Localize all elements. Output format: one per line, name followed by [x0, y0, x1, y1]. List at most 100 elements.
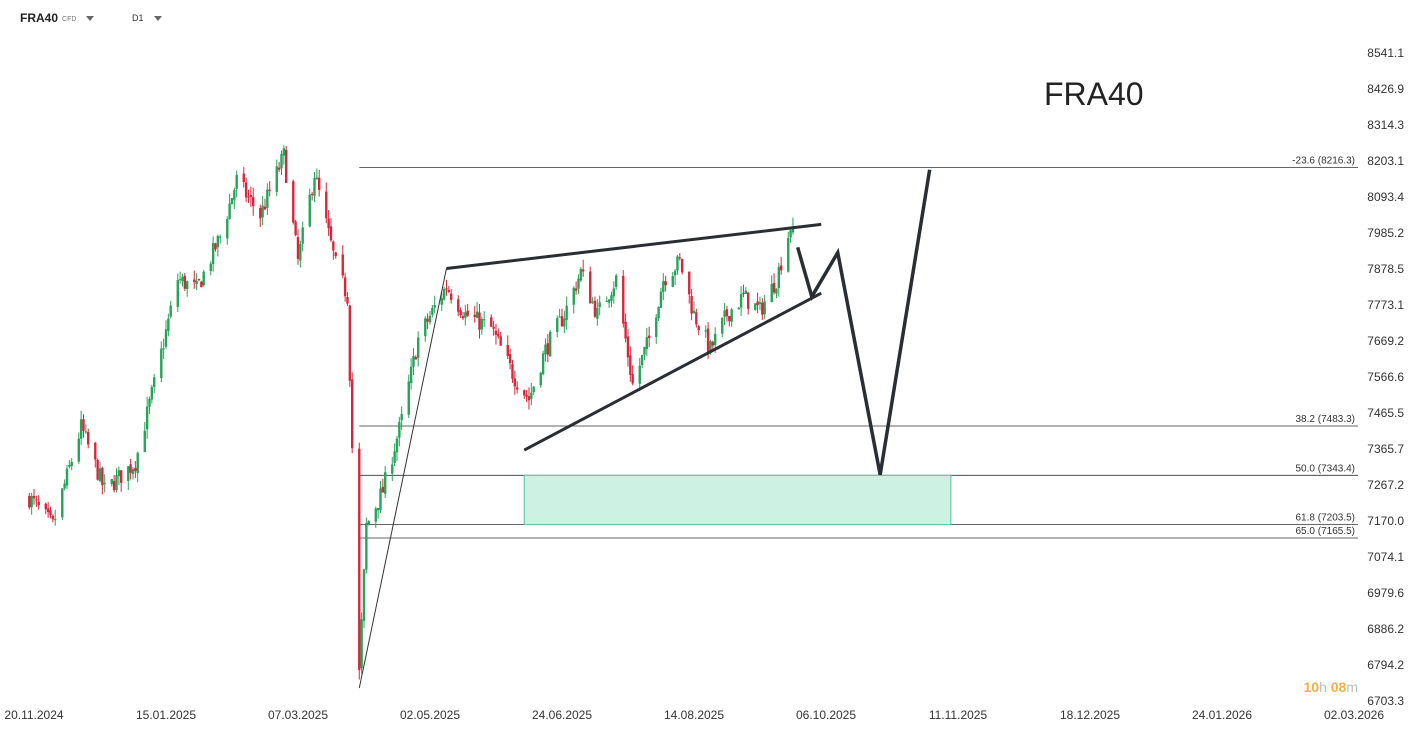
candle-body [167, 318, 170, 331]
candle-body [544, 344, 547, 355]
candle-body [317, 177, 321, 190]
candle-body [61, 488, 64, 518]
candle-body [678, 257, 682, 259]
candle-body [266, 189, 269, 209]
candle-body [723, 310, 726, 317]
candle-body [548, 331, 552, 357]
candle-body [558, 316, 561, 318]
chevron-down-icon[interactable] [153, 16, 162, 21]
candle-body [721, 317, 724, 334]
candle-body [414, 357, 418, 360]
candle-body [51, 515, 55, 520]
chevron-down-icon[interactable] [86, 16, 95, 21]
target-zone [523, 474, 952, 526]
candle-body [610, 295, 613, 301]
candle-body [176, 280, 179, 307]
candle-body [706, 328, 710, 352]
candle-body [63, 483, 66, 489]
candle-body [148, 399, 151, 407]
candle-body [284, 149, 288, 183]
candle-body [202, 271, 205, 286]
candle-body [614, 275, 618, 287]
candle-body [131, 469, 135, 474]
candle-body [598, 302, 601, 308]
chart-title: FRA40 [1044, 76, 1144, 112]
candle-body [728, 315, 731, 322]
candle-body [730, 309, 733, 322]
y-tick-label: 8541.1 [1367, 46, 1404, 60]
candle-body [541, 353, 545, 374]
candle-body [742, 292, 745, 294]
candle-body [523, 390, 526, 396]
candle-body [374, 508, 377, 522]
price-axis[interactable]: 8541.1 8426.9 8314.3 8203.1 8093.4 7985.2 7878… [1367, 46, 1404, 708]
timeframe-selector[interactable]: D1 [132, 13, 162, 23]
y-tick-label: 8426.9 [1367, 82, 1404, 96]
candle-body [589, 271, 592, 304]
candle-body [127, 466, 130, 482]
candle-body [219, 236, 222, 238]
candle-body [145, 406, 149, 430]
candle-body [44, 503, 47, 510]
candle-body [65, 468, 69, 486]
candle-body [457, 299, 460, 312]
candle-body [647, 335, 651, 339]
candle-body [134, 467, 137, 472]
candle-body [416, 337, 420, 359]
candle-body [348, 305, 352, 381]
candle-body [424, 318, 427, 337]
candle-body [398, 421, 401, 438]
candle-body [310, 194, 314, 196]
symbol-selector[interactable]: FRA40 CFD [20, 11, 95, 25]
candle-body [704, 330, 707, 332]
candle-body [261, 205, 264, 218]
candle-body [739, 293, 743, 308]
candle-body [112, 481, 116, 491]
candle-body [263, 206, 267, 210]
candle-body [482, 319, 486, 321]
candle-body [129, 464, 132, 473]
candle-body [676, 256, 679, 271]
candle-body [230, 198, 234, 205]
candle-body [605, 301, 608, 303]
candle-body [511, 364, 514, 379]
candle-body [197, 279, 201, 281]
candle-body [358, 448, 361, 671]
candle-body [169, 305, 172, 317]
candle-body [464, 312, 467, 318]
candle-body [761, 302, 764, 315]
y-tick-label: 7773.1 [1367, 298, 1404, 312]
candle-body [490, 317, 493, 327]
candle-body [200, 281, 203, 288]
candle-body [242, 173, 245, 182]
candle-body [572, 287, 575, 305]
candle-body [629, 355, 632, 375]
candle-body [791, 226, 795, 233]
candle-body [565, 305, 568, 320]
candle-body [193, 279, 196, 283]
candle-body [480, 318, 484, 330]
candle-body [362, 569, 366, 621]
candle-body [607, 299, 611, 303]
candle-body [695, 312, 698, 325]
candle-body [68, 465, 71, 467]
candle-body [631, 374, 634, 384]
candle-body [367, 520, 370, 525]
candle-body [391, 464, 394, 474]
candle-body [252, 197, 255, 207]
candle-body [579, 268, 583, 281]
candle-body [546, 343, 550, 355]
candle-body [725, 309, 729, 317]
candle-body [228, 203, 231, 220]
countdown-hours-unit: h [1319, 679, 1327, 695]
candle-body [466, 310, 469, 316]
candle-body [624, 321, 627, 339]
candle-body [195, 280, 198, 285]
candle-body [581, 269, 585, 272]
symbol-type-badge: CFD [62, 15, 77, 23]
candle-body [515, 387, 519, 390]
time-axis[interactable]: 20.11.2024 15.01.2025 07.03.2025 02.05.2025… [4, 708, 1384, 722]
candle-body [772, 283, 776, 293]
candle-body [560, 316, 564, 327]
